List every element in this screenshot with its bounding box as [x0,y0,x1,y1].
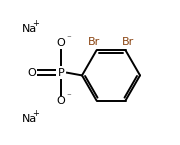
Text: +: + [32,109,39,118]
Text: P: P [58,68,64,77]
Text: Br: Br [122,37,135,47]
Text: O: O [57,39,65,48]
Text: ⁻: ⁻ [66,92,71,101]
Text: +: + [32,19,39,28]
Text: O: O [57,97,65,106]
Text: O: O [28,68,36,77]
Text: ⁻: ⁻ [66,34,71,43]
Text: Br: Br [87,37,100,47]
Text: Na: Na [22,114,37,124]
Text: Na: Na [22,24,37,34]
